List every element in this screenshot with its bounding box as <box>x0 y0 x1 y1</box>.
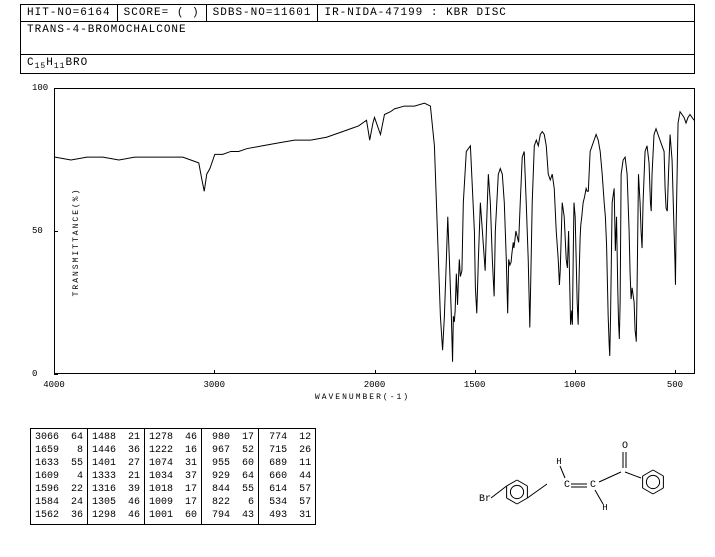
plot-frame <box>54 88 695 374</box>
peak-row: 614 57 <box>263 483 311 496</box>
peak-row: 660 44 <box>263 470 311 483</box>
x-tick-label: 2000 <box>364 380 386 390</box>
svg-text:O: O <box>622 441 628 452</box>
x-tick-label: 1000 <box>564 380 586 390</box>
peak-row: 955 60 <box>206 457 254 470</box>
peak-row: 3066 64 <box>35 431 83 444</box>
peak-row: 1305 46 <box>92 496 140 509</box>
spectrum-chart: TRANSMITTANCE(%) 050100 4000300020001500… <box>30 82 695 402</box>
svg-text:H: H <box>556 457 561 467</box>
compound-name-row: TRANS-4-BROMOCHALCONE <box>20 22 695 55</box>
peaks-table: 3066 641659 81633 551609 41596 221584 24… <box>30 428 316 525</box>
sdbs-no-cell: SDBS-NO=11601 <box>207 5 319 21</box>
peak-row: 715 26 <box>263 444 311 457</box>
y-tick-label: 100 <box>32 83 48 93</box>
x-tick-label: 1500 <box>464 380 486 390</box>
svg-text:H: H <box>602 503 607 513</box>
x-tick-label: 3000 <box>203 380 225 390</box>
peak-row: 929 64 <box>206 470 254 483</box>
formula-row: C15H11BRO <box>20 55 695 74</box>
peak-row: 689 11 <box>263 457 311 470</box>
formula-h: H <box>46 57 54 69</box>
peak-row: 822 6 <box>206 496 254 509</box>
peak-row: 1584 24 <box>35 496 83 509</box>
x-axis-label: WAVENUMBER(-1) <box>315 393 410 402</box>
compound-name: TRANS-4-BROMOCHALCONE <box>27 24 187 36</box>
x-tick-label: 500 <box>667 380 683 390</box>
svg-text:C: C <box>590 480 596 491</box>
peak-row: 980 17 <box>206 431 254 444</box>
peak-row: 967 52 <box>206 444 254 457</box>
peak-row: 1316 39 <box>92 483 140 496</box>
peak-column: 980 17 967 52 955 60 929 64 844 55 822 6… <box>202 429 259 524</box>
peak-row: 844 55 <box>206 483 254 496</box>
formula-11: 11 <box>54 62 66 71</box>
y-tick-label: 50 <box>32 226 43 236</box>
formula-15: 15 <box>35 62 47 71</box>
peak-row: 1488 21 <box>92 431 140 444</box>
peak-row: 1446 36 <box>92 444 140 457</box>
svg-text:C: C <box>564 480 570 491</box>
peak-row: 1018 17 <box>149 483 197 496</box>
peak-column: 1278 461222 161074 311034 371018 171009 … <box>145 429 202 524</box>
y-tick-label: 0 <box>32 369 37 379</box>
score-cell: SCORE= ( ) <box>118 5 207 21</box>
peak-row: 1609 4 <box>35 470 83 483</box>
peak-row: 1562 36 <box>35 509 83 522</box>
header-row: HIT-NO=6164 SCORE= ( ) SDBS-NO=11601 IR-… <box>20 4 695 22</box>
peak-row: 1633 55 <box>35 457 83 470</box>
peak-row: 1298 46 <box>92 509 140 522</box>
formula-c: C <box>27 57 35 69</box>
spectrum-line <box>55 89 694 373</box>
peak-column: 3066 641659 81633 551609 41596 221584 24… <box>31 429 88 524</box>
peak-row: 1074 31 <box>149 457 197 470</box>
peak-row: 1333 21 <box>92 470 140 483</box>
peak-row: 1596 22 <box>35 483 83 496</box>
peak-row: 1009 17 <box>149 496 197 509</box>
chemical-structure: Br C C H H O <box>475 434 685 524</box>
peak-row: 1222 16 <box>149 444 197 457</box>
formula-bro: BRO <box>65 57 88 69</box>
peak-row: 1659 8 <box>35 444 83 457</box>
ir-nida-cell: IR-NIDA-47199 : KBR DISC <box>318 5 694 21</box>
svg-text:Br: Br <box>479 494 491 505</box>
peak-row: 1278 46 <box>149 431 197 444</box>
peak-row: 1034 37 <box>149 470 197 483</box>
peak-row: 1001 60 <box>149 509 197 522</box>
peak-column: 1488 211446 361401 271333 211316 391305 … <box>88 429 145 524</box>
hit-no-cell: HIT-NO=6164 <box>21 5 118 21</box>
peak-row: 1401 27 <box>92 457 140 470</box>
peak-row: 493 31 <box>263 509 311 522</box>
peak-column: 774 12 715 26 689 11 660 44 614 57 534 5… <box>259 429 315 524</box>
peak-row: 534 57 <box>263 496 311 509</box>
x-tick-label: 4000 <box>43 380 65 390</box>
peak-row: 794 43 <box>206 509 254 522</box>
peak-row: 774 12 <box>263 431 311 444</box>
